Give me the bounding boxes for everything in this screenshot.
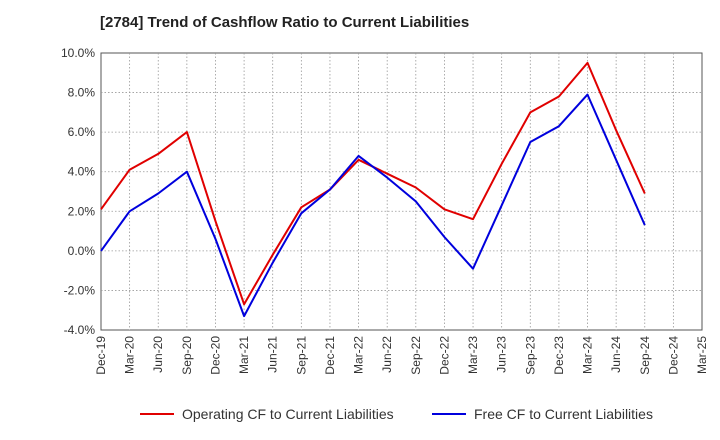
x-tick-label: Jun-21 xyxy=(266,336,280,373)
x-tick-label: Sep-22 xyxy=(409,336,423,375)
x-tick-label: Dec-22 xyxy=(437,336,451,375)
y-tick-label: -4.0% xyxy=(64,323,96,337)
x-tick-label: Sep-20 xyxy=(180,336,194,375)
x-tick-label: Mar-24 xyxy=(581,336,595,374)
y-tick-label: 4.0% xyxy=(68,165,96,179)
y-tick-label: -2.0% xyxy=(64,283,96,297)
x-tick-label: Mar-23 xyxy=(466,336,480,374)
y-tick-label: 8.0% xyxy=(68,86,96,100)
x-tick-label: Dec-19 xyxy=(94,336,108,375)
plot-area xyxy=(100,52,703,331)
chart-title: [2784] Trend of Cashflow Ratio to Curren… xyxy=(100,14,470,31)
x-tick-label: Jun-24 xyxy=(609,336,623,373)
x-tick-label: Jun-20 xyxy=(151,336,165,373)
y-tick-label: 0.0% xyxy=(68,244,96,258)
x-tick-label: Mar-22 xyxy=(352,336,366,374)
x-tick-label: Sep-23 xyxy=(523,336,537,375)
legend-label-2: Free CF to Current Liabilities xyxy=(474,406,653,422)
x-tick-label: Dec-20 xyxy=(208,336,222,375)
x-tick-label: Sep-21 xyxy=(294,336,308,375)
x-tick-label: Mar-20 xyxy=(123,336,137,374)
x-tick-label: Dec-23 xyxy=(552,336,566,375)
legend-label-1: Operating CF to Current Liabilities xyxy=(182,406,394,422)
y-tick-label: 10.0% xyxy=(61,46,95,60)
x-tick-label: Sep-24 xyxy=(638,336,652,375)
y-tick-label: 6.0% xyxy=(68,125,96,139)
x-tick-label: Mar-25 xyxy=(695,336,709,374)
x-tick-label: Jun-22 xyxy=(380,336,394,373)
x-tick-label: Dec-24 xyxy=(666,336,680,375)
x-tick-label: Mar-21 xyxy=(237,336,251,374)
x-tick-label: Dec-21 xyxy=(323,336,337,375)
series-line-2 xyxy=(100,93,646,318)
y-tick-label: 2.0% xyxy=(68,204,96,218)
x-tick-label: Jun-23 xyxy=(495,336,509,373)
